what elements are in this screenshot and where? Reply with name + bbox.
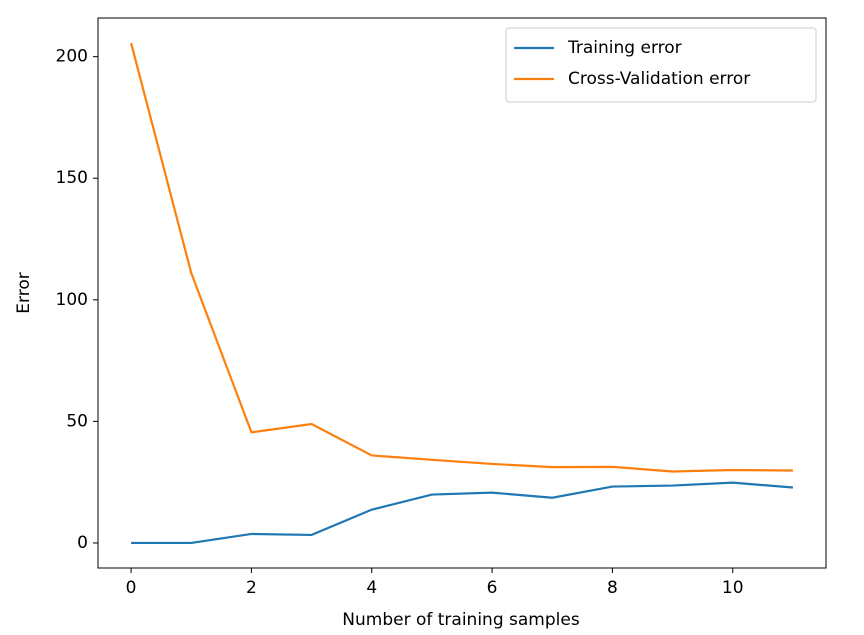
legend: Training error Cross-Validation error [505,27,817,103]
x-tick-label: 6 [487,578,498,598]
series-line [131,481,793,545]
y-tick-label: 50 [66,411,88,431]
y-tick-label: 200 [56,47,88,67]
legend-label: Training error [567,38,682,58]
y-tick-label: 100 [56,290,88,310]
series-line [130,42,793,473]
legend-label: Cross-Validation error [568,69,750,89]
y-axis-label: Error [14,272,34,313]
y-tick-label: 0 [77,533,88,553]
x-tick-label: 10 [722,578,744,598]
legend-box [505,27,817,103]
x-tick-label: 4 [366,578,377,598]
x-tick-label: 0 [126,578,137,598]
x-axis-label: Number of training samples [342,610,580,630]
y-tick-label: 150 [56,168,88,188]
x-tick-label: 8 [607,578,618,598]
x-tick-label: 2 [246,578,257,598]
plot-frame [97,17,827,569]
